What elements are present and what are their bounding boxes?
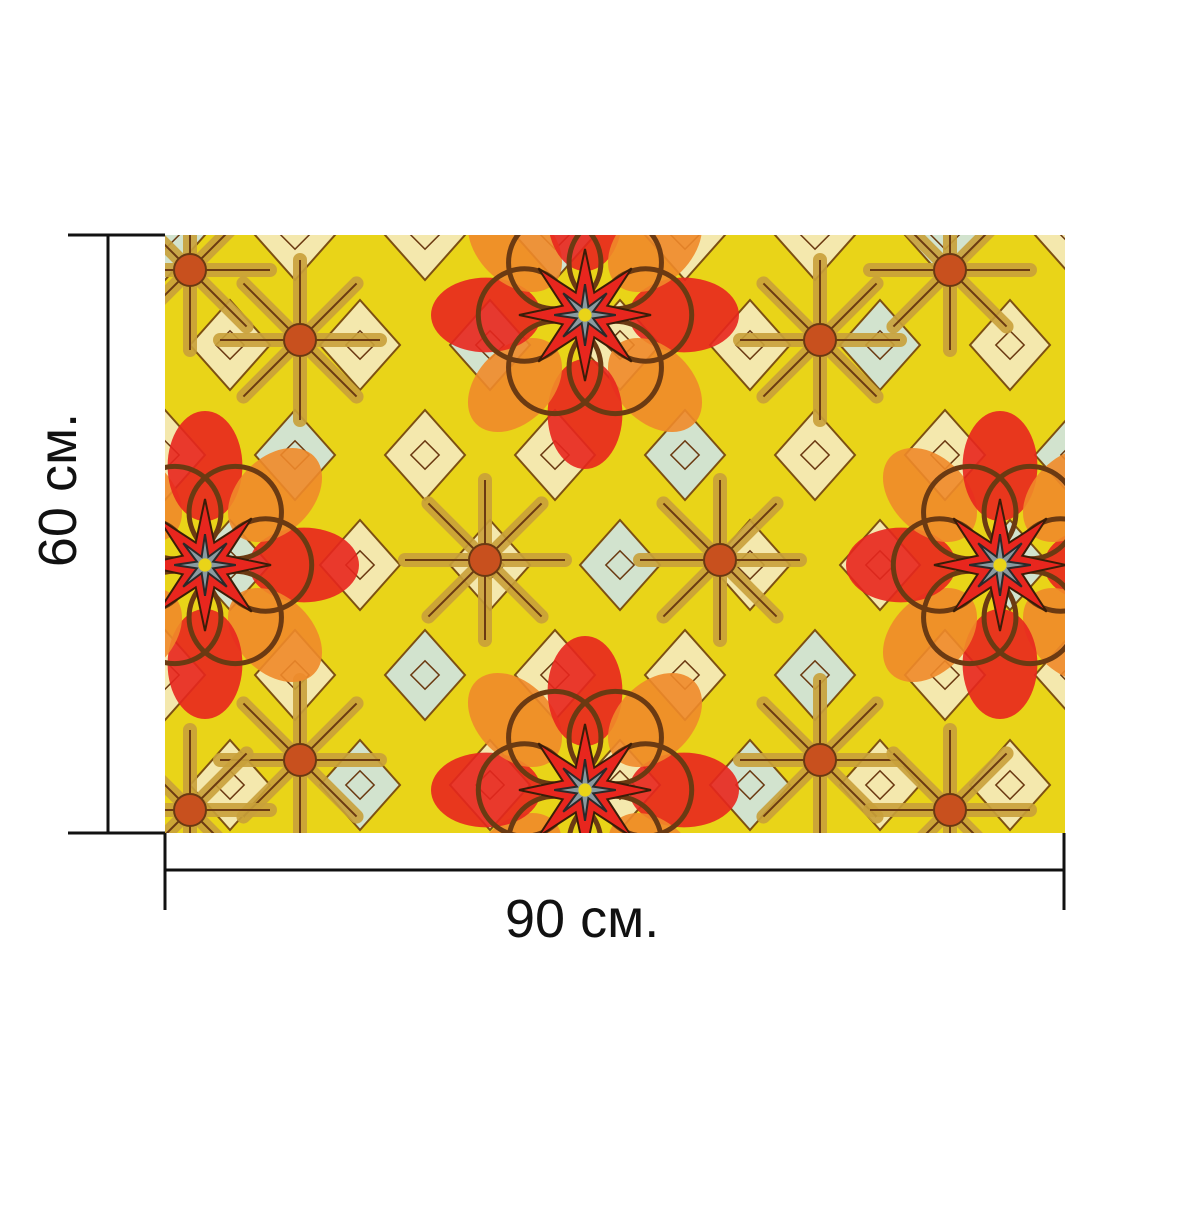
pattern-rosette <box>165 411 359 719</box>
pattern-hub <box>213 253 387 427</box>
pattern-rosette <box>431 636 739 833</box>
pattern-hub <box>633 473 807 647</box>
height-label: 60 см. <box>28 412 88 568</box>
pattern-hub <box>733 253 907 427</box>
pattern-hub <box>165 235 277 357</box>
pattern-hub <box>863 723 1037 833</box>
pattern-rosette <box>846 411 1065 719</box>
width-label: 90 см. <box>505 889 660 949</box>
width-dimension-line <box>163 833 1066 910</box>
pattern-rosette <box>431 235 739 469</box>
pattern-hub <box>733 673 907 833</box>
pattern-hub <box>863 235 1037 357</box>
height-dimension-line <box>68 233 165 835</box>
pattern-hub <box>398 473 572 647</box>
pattern-hub <box>165 723 277 833</box>
pattern-hub <box>213 673 387 833</box>
pattern-image <box>165 235 1065 833</box>
